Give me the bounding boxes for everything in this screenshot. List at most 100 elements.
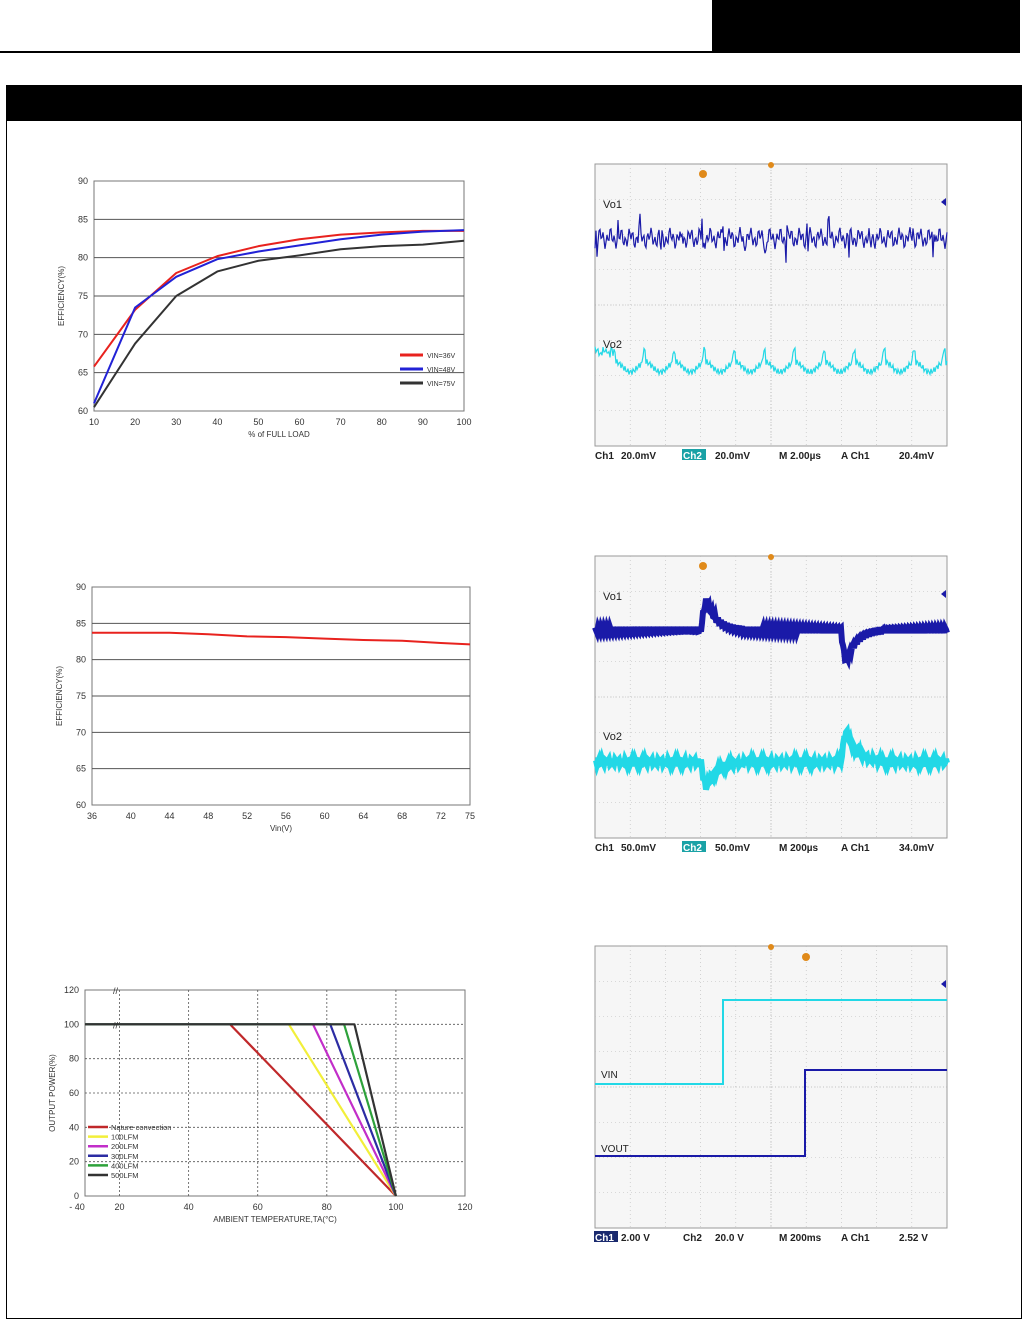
legend-label: 300LFM — [111, 1152, 139, 1161]
status-ch2-scale: 20.0 V — [715, 1233, 744, 1244]
y-tick-label: 70 — [78, 329, 88, 339]
x-tick-label: 20 — [115, 1202, 125, 1212]
x-tick-label: 80 — [377, 417, 387, 427]
x-tick-label: 52 — [242, 811, 252, 821]
x-tick-label: 80 — [322, 1202, 332, 1212]
y-tick-label: 40 — [69, 1122, 79, 1132]
trigger-position-marker — [768, 162, 774, 168]
x-axis-label: % of FULL LOAD — [248, 430, 310, 439]
y-tick-label: 65 — [78, 368, 88, 378]
x-tick-label: 60 — [253, 1202, 263, 1212]
x-tick-label: 10 — [89, 417, 99, 427]
y-tick-label: 70 — [76, 727, 86, 737]
y-tick-label: 75 — [76, 691, 86, 701]
legend-label: Nature convection — [111, 1123, 171, 1132]
x-tick-label: 40 — [184, 1202, 194, 1212]
legend-label: 500LFM — [111, 1171, 139, 1180]
x-tick-label: 100 — [456, 417, 471, 427]
x-tick-label: 56 — [281, 811, 291, 821]
status-ch1: Ch1 — [595, 843, 614, 854]
x-tick-label: 20 — [130, 417, 140, 427]
x-tick-label: 64 — [358, 811, 368, 821]
status-timebase: M 2.00µs — [779, 451, 821, 462]
status-trigger-source: A Ch1 — [841, 843, 870, 854]
status-ch2-scale: 50.0mV — [715, 843, 750, 854]
x-axis-label: Vin(V) — [270, 824, 292, 833]
trigger-position-marker — [768, 554, 774, 560]
ch1-label: Vo1 — [603, 591, 622, 603]
legend-label: VIN=75V — [427, 381, 456, 388]
efficiency-vs-load-chart: 60 65 70 75 80 85 90 10 20 30 40 50 60 70 80 90 100 % of … — [40, 165, 490, 455]
x-tick-label: 48 — [203, 811, 213, 821]
y-tick-label: 120 — [64, 985, 79, 995]
legend-label: 400LFM — [111, 1161, 139, 1170]
y-tick-label: 20 — [69, 1157, 79, 1167]
status-trigger-level: 20.4mV — [899, 451, 934, 462]
status-timebase: M 200ms — [779, 1233, 822, 1244]
status-ch1: Ch1 — [595, 1233, 614, 1244]
status-ch2: Ch2 — [683, 451, 702, 462]
axis-break-mark: // — [113, 986, 119, 996]
x-tick-label: 60 — [295, 417, 305, 427]
y-tick-label: 80 — [76, 655, 86, 665]
y-tick-label: 60 — [69, 1088, 79, 1098]
ch1-label: Vo1 — [603, 199, 622, 211]
status-ch1-scale: 2.00 V — [621, 1233, 650, 1244]
x-tick-label: 30 — [171, 417, 181, 427]
status-ch2-scale: 20.0mV — [715, 451, 750, 462]
status-ch2: Ch2 — [683, 843, 702, 854]
x-tick-label: - 40 — [69, 1202, 85, 1212]
status-ch1: Ch1 — [595, 451, 614, 462]
x-tick-label: 44 — [165, 811, 175, 821]
header-block — [712, 0, 1020, 53]
status-trigger-level: 2.52 V — [899, 1233, 928, 1244]
status-ch1-scale: 20.0mV — [621, 451, 656, 462]
legend-label: VIN=36V — [427, 353, 456, 360]
derating-chart: 0 20 40 60 80 100 120 - 40 20 40 60 80 100 120 AMBIENT… — [40, 978, 490, 1238]
transient-scope: Vo1 Vo2 Ch1 50.0mV Ch2 50.0mV M 200µs A Ch1 34.0… — [593, 554, 949, 852]
y-tick-label: 75 — [78, 291, 88, 301]
status-ch2: Ch2 — [683, 1233, 702, 1244]
y-tick-label: 85 — [78, 214, 88, 224]
trigger-marker — [699, 170, 707, 178]
y-tick-label: 90 — [78, 176, 88, 186]
x-tick-label: 100 — [388, 1202, 403, 1212]
legend-label: VIN=48V — [427, 367, 456, 374]
x-tick-label: 36 — [87, 811, 97, 821]
status-ch1-scale: 50.0mV — [621, 843, 656, 854]
ch2-label: Vo2 — [603, 731, 622, 743]
x-axis-label: AMBIENT TEMPERATURE,TA(°C) — [213, 1215, 337, 1224]
trigger-marker — [699, 562, 707, 570]
ch2-label: Vo2 — [603, 339, 622, 351]
status-trigger-source: A Ch1 — [841, 1233, 870, 1244]
startup-scope: VINVOUTCh1 2.00 V Ch2 20.0 VM 200ms A Ch1 2.5… — [593, 944, 949, 1244]
y-tick-label: 60 — [76, 800, 86, 810]
efficiency-vs-vin-chart: 60 65 70 75 80 85 90 36 40 44 48 52 56 60 64 68 72 75 Vin(… — [40, 575, 490, 845]
x-tick-label: 40 — [212, 417, 222, 427]
section-title-bar — [6, 85, 1022, 121]
x-tick-label: 68 — [397, 811, 407, 821]
x-tick-label: 40 — [126, 811, 136, 821]
y-axis-label: EFFICIENCY(%) — [57, 266, 66, 326]
y-tick-label: 80 — [69, 1054, 79, 1064]
x-tick-label: 90 — [418, 417, 428, 427]
y-tick-label: 0 — [74, 1191, 79, 1201]
y-tick-label: 60 — [78, 406, 88, 416]
legend-label: 200LFM — [111, 1142, 139, 1151]
trigger-marker — [802, 953, 810, 961]
y-tick-label: 100 — [64, 1019, 79, 1029]
x-tick-label: 120 — [457, 1202, 472, 1212]
y-tick-label: 90 — [76, 582, 86, 592]
legend-label: 100LFM — [111, 1133, 139, 1142]
status-trigger-source: A Ch1 — [841, 451, 870, 462]
status-trigger-level: 34.0mV — [899, 843, 934, 854]
y-tick-label: 80 — [78, 253, 88, 263]
x-tick-label: 70 — [336, 417, 346, 427]
y-axis-label: EFFICIENCY(%) — [55, 666, 64, 726]
x-tick-label: 60 — [320, 811, 330, 821]
x-tick-label: 72 — [436, 811, 446, 821]
x-tick-label: 75 — [465, 811, 475, 821]
y-axis-label: OUTPUT POWER(%) — [48, 1054, 57, 1132]
y-tick-label: 65 — [76, 764, 86, 774]
ch2-label: VIN — [601, 1070, 618, 1081]
